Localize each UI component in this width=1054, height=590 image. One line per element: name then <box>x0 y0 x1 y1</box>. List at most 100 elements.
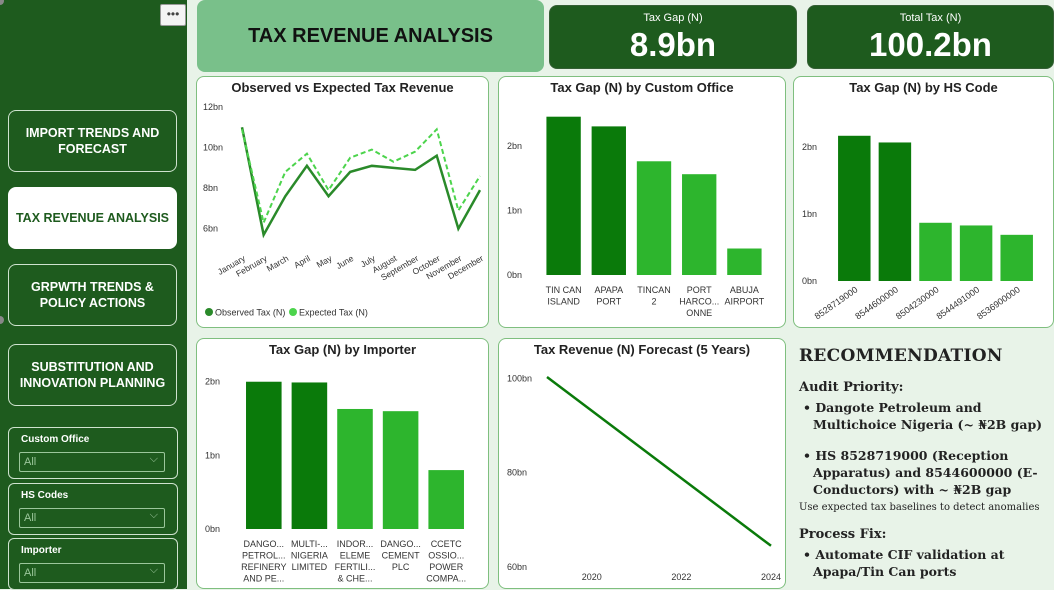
x-tick-label: PETROL... <box>242 551 286 561</box>
resize-handle[interactable] <box>0 0 4 5</box>
x-tick-label: 2 <box>651 297 656 307</box>
x-tick-label: DANGO... <box>380 539 421 549</box>
y-tick-label: 10bn <box>203 143 223 153</box>
x-tick-label: POWER <box>429 562 464 572</box>
x-tick-label: & CHE... <box>337 574 372 584</box>
x-tick-label: AND PE... <box>243 574 284 584</box>
chart-gap-by-importer[interactable]: Tax Gap (N) by Importer 2bn 1bn 0bn DANGO..… <box>196 338 489 589</box>
x-tick-label: ISLAND <box>547 297 580 307</box>
x-tick-label: LIMITED <box>292 562 328 572</box>
audit-item: • HS 8528719000 (Reception Apparatus) an… <box>803 448 1038 497</box>
bar <box>382 411 419 529</box>
bar <box>591 126 626 275</box>
slicer-title: Importer <box>21 545 62 556</box>
forecast-line <box>546 376 772 547</box>
bar <box>546 116 581 275</box>
more-options-button[interactable]: ••• <box>160 4 186 26</box>
bar-chart: 2bn1bn0bn8528719000854460000085042300008… <box>802 135 1033 321</box>
x-tick-label: REFINERY <box>241 562 286 572</box>
recommendation-title: RECOMMENDATION <box>799 346 1003 366</box>
recommendation-panel: RECOMMENDATION Audit Priority: • Dangote… <box>797 340 1054 589</box>
x-tick-label: CEMENT <box>382 551 421 561</box>
x-tick-label: MULTI-... <box>291 539 328 549</box>
chart-observed-vs-expected[interactable]: Observed vs Expected Tax Revenue 12bn 10b… <box>196 76 489 328</box>
resize-handle[interactable] <box>0 316 4 324</box>
x-tick-label: April <box>292 253 312 270</box>
y-tick-label: 0bn <box>205 524 220 534</box>
y-tick-label: 2bn <box>507 141 522 151</box>
nav-tax-revenue-analysis[interactable]: TAX REVENUE ANALYSIS <box>8 187 177 249</box>
slicer-importer: Importer All ⌵ <box>8 538 178 590</box>
x-tick-label: TINCAN <box>637 285 671 295</box>
y-tick-label: 6bn <box>203 224 218 234</box>
legend-label: Observed Tax (N) <box>215 308 285 318</box>
chart-title: Tax Gap (N) by Importer <box>268 342 417 357</box>
chart-title: Tax Gap (N) by HS Code <box>849 80 998 95</box>
x-tick-label: 8544491000 <box>935 284 982 321</box>
y-tick-label: 1bn <box>802 209 817 219</box>
x-tick-label: HARCO... <box>679 297 719 307</box>
kpi-value: 100.2bn <box>869 26 992 63</box>
x-tick-label: 8536900000 <box>975 284 1022 321</box>
custom-office-dropdown[interactable]: All ⌵ <box>19 452 165 472</box>
y-tick-label: 100bn <box>507 373 532 383</box>
x-tick-label: NIGERIA <box>291 551 328 561</box>
process-heading: Process Fix: <box>799 527 887 542</box>
y-tick-label: 1bn <box>507 205 522 215</box>
recommendation-note: Use expected tax baselines to detect ano… <box>799 502 1040 513</box>
line-chart: 100bn 80bn 60bn 2020 2022 2024 <box>507 373 781 582</box>
audit-item: • Dangote Petroleum and Multichoice Nige… <box>803 400 1043 432</box>
y-tick-label: 2bn <box>205 377 220 387</box>
hs-codes-dropdown[interactable]: All ⌵ <box>19 508 165 528</box>
kpi-label: Total Tax (N) <box>899 12 962 24</box>
nav-import-trends[interactable]: IMPORT TRENDS AND FORECAST <box>8 110 177 172</box>
bar <box>919 222 952 281</box>
legend-marker <box>205 308 213 316</box>
x-tick-label: FERTILI... <box>335 562 376 572</box>
kpi-tax-gap: Tax Gap (N) 8.9bn <box>549 5 797 69</box>
nav-growth-trends[interactable]: GRPWTH TRENDS & POLICY ACTIONS <box>8 264 177 326</box>
bar <box>291 382 328 529</box>
x-tick-label: TIN CAN <box>546 285 582 295</box>
slicer-title: HS Codes <box>21 490 69 501</box>
chevron-down-icon: ⌵ <box>149 564 158 576</box>
legend-label: Expected Tax (N) <box>299 308 368 318</box>
y-tick-label: 0bn <box>507 270 522 280</box>
bar <box>682 174 717 275</box>
process-item: • Automate CIF validation at Apapa/Tin C… <box>803 547 1005 579</box>
kpi-total-tax: Total Tax (N) 100.2bn <box>807 5 1054 69</box>
bar <box>636 161 672 275</box>
x-tick-label: PORT <box>687 285 712 295</box>
legend-marker <box>289 308 297 316</box>
x-tick-label: PLC <box>392 562 410 572</box>
x-tick-label: 2022 <box>671 572 691 582</box>
chart-gap-by-office[interactable]: Tax Gap (N) by Custom Office 2bn 1bn 0bn TI… <box>498 76 786 328</box>
importer-dropdown[interactable]: All ⌵ <box>19 563 165 583</box>
slicer-custom-office: Custom Office All ⌵ <box>8 427 178 479</box>
page-title: TAX REVENUE ANALYSIS <box>197 0 544 72</box>
nav-substitution-planning[interactable]: SUBSTITUTION AND INNOVATION PLANNING <box>8 344 177 406</box>
x-tick-label: 2024 <box>761 572 781 582</box>
series-line-observed <box>240 127 482 239</box>
bar-chart: 2bn 1bn 0bn DANGO... PETROL...REFINERY AND PE… <box>205 377 466 584</box>
x-tick-label: 2020 <box>582 572 602 582</box>
bar <box>727 248 762 275</box>
bar <box>337 408 373 529</box>
x-tick-label: APAPA <box>594 285 623 295</box>
x-tick-label: CCETC <box>431 539 462 549</box>
x-tick-label: ELEME <box>340 551 371 561</box>
kpi-label: Tax Gap (N) <box>643 12 703 24</box>
x-tick-label: 8528719000 <box>813 284 860 321</box>
chevron-down-icon: ⌵ <box>149 509 158 521</box>
y-tick-label: 8bn <box>203 183 218 193</box>
x-tick-label: March <box>265 253 291 274</box>
bar-chart: 2bn 1bn 0bn TIN CAN ISLAND APAPA PORT TINCAN 2 PO… <box>507 116 765 318</box>
chart-forecast[interactable]: Tax Revenue (N) Forecast (5 Years) 100bn… <box>498 338 786 589</box>
chart-gap-by-hs-code[interactable]: Tax Gap (N) by HS Code 2bn 1bn 0bn 85287190… <box>793 76 1054 328</box>
chart-title: Observed vs Expected Tax Revenue <box>231 80 454 95</box>
bar <box>959 225 993 281</box>
x-tick-label: ONNE <box>686 308 712 318</box>
x-tick-label: May <box>315 253 335 270</box>
y-tick-label: 2bn <box>802 142 817 152</box>
y-tick-label: 60bn <box>507 562 527 572</box>
